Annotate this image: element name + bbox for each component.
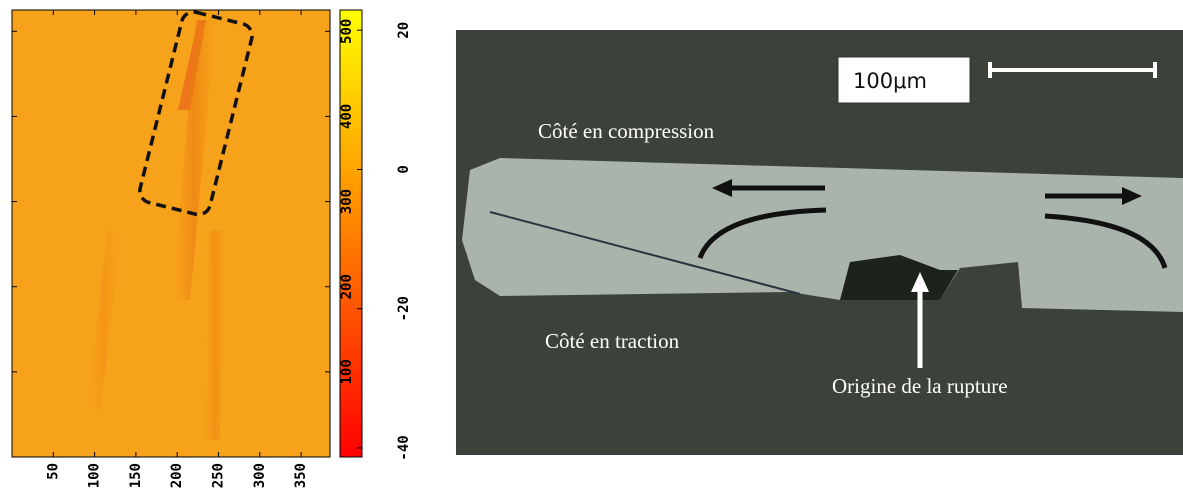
- scale-label: 100μm: [853, 69, 927, 93]
- highlight-box: [138, 10, 254, 217]
- x-tick-label: 250: [210, 463, 226, 488]
- colorbar: [339, 9, 363, 458]
- specimen: [462, 158, 1183, 312]
- map-feature: [86, 230, 122, 410]
- origin-arrow: [911, 272, 929, 292]
- map-feature: [204, 230, 226, 440]
- annotation: Côté en compression: [538, 119, 715, 143]
- scale-box: [837, 56, 971, 104]
- x-tick-label: 50: [45, 463, 61, 480]
- colorbar-tick-label: -40: [396, 435, 412, 460]
- heatmap: [11, 9, 331, 458]
- micrograph: 100μm Côté en compression Côté en tracti…: [456, 30, 1183, 455]
- crack-line: [489, 211, 801, 295]
- y-tick-label: 400: [339, 104, 355, 129]
- colorbar-tick-label: 0: [396, 165, 412, 173]
- annotation: Origine de la rupture: [832, 374, 1008, 398]
- arrows: [697, 179, 1168, 269]
- y-tick-label: 500: [339, 19, 355, 44]
- y-tick-label: 300: [339, 189, 355, 214]
- annotation: Côté en traction: [545, 329, 680, 353]
- x-tick-label: 300: [252, 463, 268, 488]
- x-tick-label: 150: [128, 463, 144, 488]
- y-tick-label: 200: [339, 274, 355, 299]
- map-feature: [172, 20, 216, 300]
- x-tick-label: 200: [169, 463, 185, 488]
- colorbar-tick-label: 20: [396, 22, 412, 39]
- x-tick-label: 350: [293, 463, 309, 488]
- crack: [840, 255, 958, 300]
- y-tick-label: 100: [339, 359, 355, 384]
- colorbar-tick-label: -20: [396, 296, 412, 321]
- x-tick-label: 100: [87, 463, 103, 488]
- plot-frame: [11, 9, 331, 458]
- map-background: [12, 10, 330, 457]
